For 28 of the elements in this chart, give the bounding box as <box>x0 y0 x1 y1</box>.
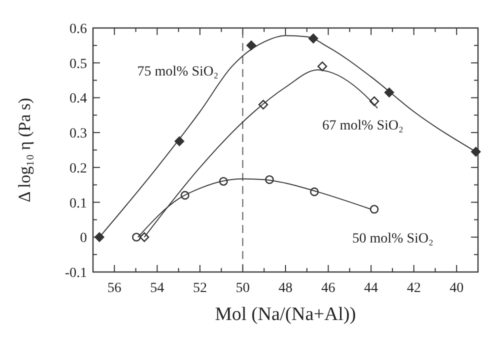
y-tick-label: 0.4 <box>70 92 87 107</box>
y-tick-label: 0.5 <box>70 56 87 72</box>
series-label: 67 mol% SiO₂ <box>322 118 404 134</box>
y-tick-label: 0.6 <box>70 22 87 37</box>
point <box>370 204 379 214</box>
point <box>246 40 256 50</box>
y-axis-title: Δ log₁₀ η (Pa s) <box>15 98 34 202</box>
y-tick-label: -0.1 <box>64 266 87 281</box>
y-tick-label: 0.1 <box>70 196 87 212</box>
point <box>471 146 481 157</box>
x-tick-label: 46 <box>321 281 336 296</box>
x-axis-title: Mol (Na/(Na+Al)) <box>214 304 356 325</box>
point <box>132 232 141 242</box>
point <box>139 232 150 242</box>
x-tick-label: 54 <box>150 281 164 296</box>
point <box>317 61 328 72</box>
x-tick-label: 48 <box>278 281 292 296</box>
text: 75 mol% SiO₂ <box>137 64 219 80</box>
x-tick-label: 40 <box>450 281 464 296</box>
y-tick-label: 0 <box>80 231 87 246</box>
x-tick-label: 42 <box>406 281 421 296</box>
x-tick-label: 50 <box>236 281 250 296</box>
x-tick-label: 44 <box>364 281 378 296</box>
series-label: 50 mol% SiO₂ <box>352 231 434 246</box>
x-tick-label: 52 <box>192 281 207 296</box>
y-tick-label: 0.2 <box>70 161 87 176</box>
y-tick-label: 0.3 <box>70 126 87 142</box>
x-tick-label: 56 <box>107 281 122 296</box>
